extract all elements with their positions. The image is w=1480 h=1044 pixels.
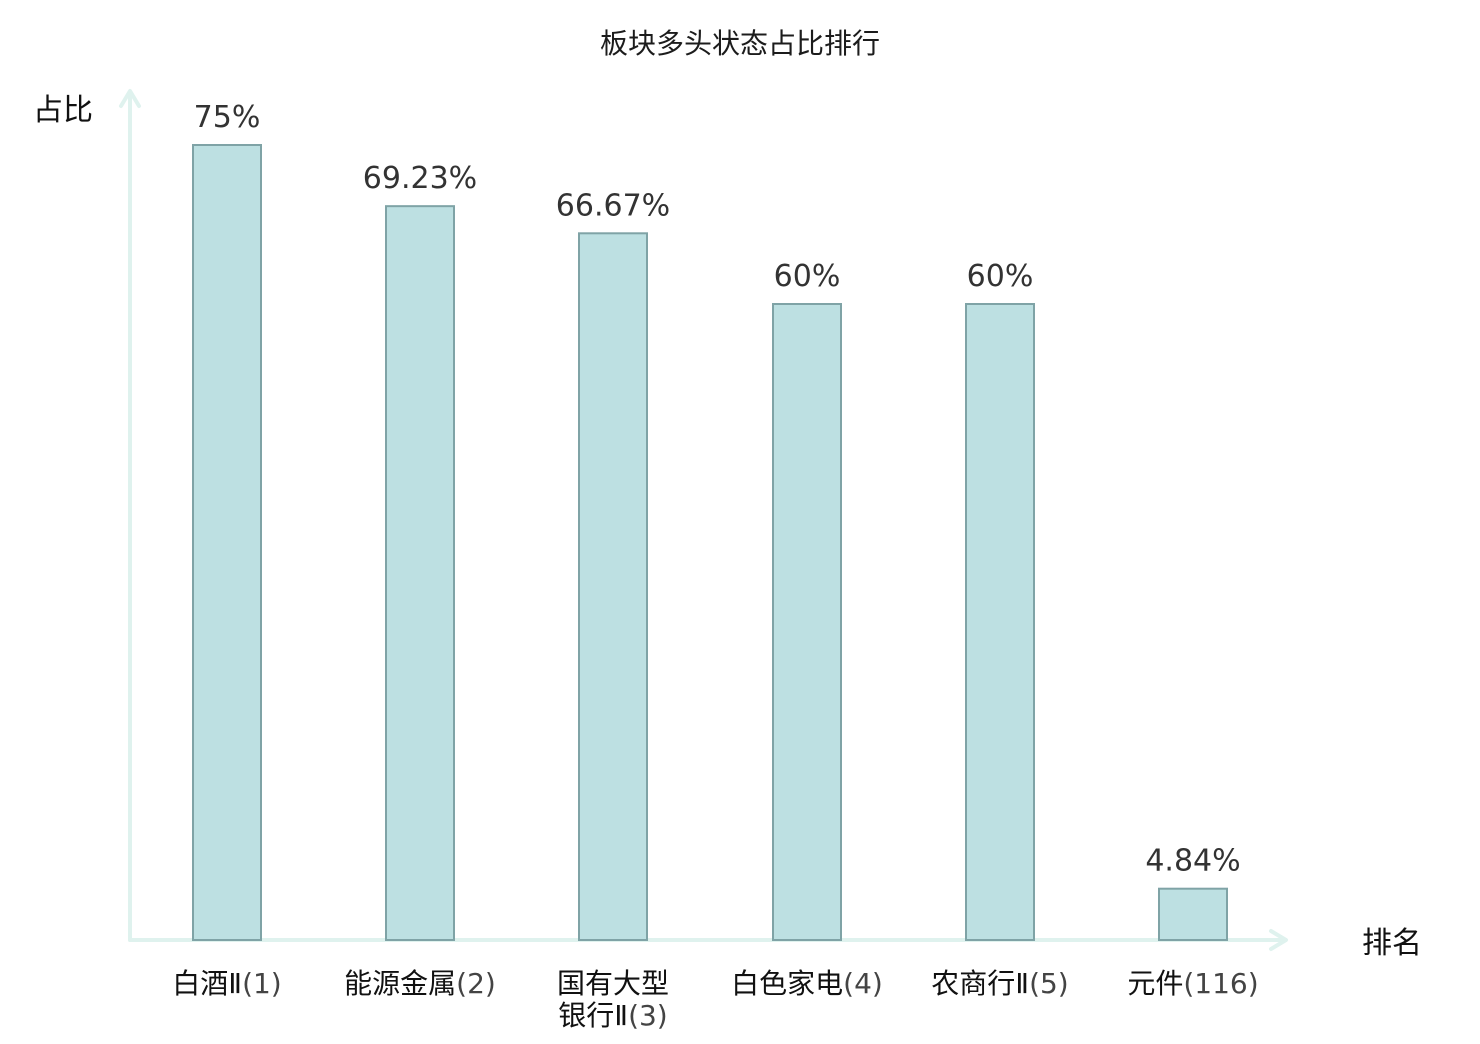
- bar-value-label: 60%: [774, 259, 841, 294]
- bar: [1158, 887, 1228, 941]
- bar: [772, 303, 842, 941]
- bar: [385, 205, 455, 942]
- x-tick-label: 元件(116): [1127, 967, 1258, 1000]
- bar-value-label: 75%: [194, 100, 261, 135]
- x-tick-label: 白酒Ⅱ(1): [172, 967, 281, 1000]
- x-tick-label-line: 白色家电: [731, 967, 843, 1000]
- x-tick-rank: (116): [1183, 967, 1258, 1000]
- x-axis: 排名: [128, 926, 1422, 961]
- bar: [192, 144, 262, 941]
- x-tick-label-line: 元件: [1127, 967, 1183, 1000]
- x-tick-rank: (5): [1029, 967, 1069, 1000]
- x-tick-label: 白色家电(4): [731, 967, 883, 1000]
- x-tick-label-line: 能源金属: [344, 967, 456, 1000]
- chart-title: 板块多头状态占比排行: [600, 27, 880, 60]
- x-tick-label-line: 白酒Ⅱ: [172, 967, 242, 1000]
- x-tick-label-line: 农商行Ⅱ: [931, 967, 1029, 1000]
- bar-value-label: 4.84%: [1145, 844, 1240, 879]
- x-tick-label: 能源金属(2): [344, 967, 496, 1000]
- x-axis-arrow-icon: [1269, 929, 1288, 951]
- value-labels-layer: 75% 69.23% 66.67% 60% 60% 4.84%: [194, 100, 1241, 879]
- x-tick-rank: (4): [843, 967, 883, 1000]
- x-tick-label-line: 银行Ⅱ: [558, 999, 628, 1032]
- bar-value-label: 66.67%: [556, 188, 670, 223]
- bars-layer: [192, 144, 1228, 942]
- x-tick-label: 国有大型银行Ⅱ(3): [557, 967, 669, 1032]
- y-axis: 占比: [33, 89, 141, 942]
- y-axis-label: 占比: [33, 93, 93, 128]
- category-labels-layer: 白酒Ⅱ(1) 能源金属(2) 国有大型银行Ⅱ(3)白色家电(4) 农商行Ⅱ(5) 元件(…: [172, 967, 1258, 1032]
- bar: [578, 232, 648, 942]
- x-axis-label: 排名: [1362, 926, 1422, 961]
- bar-value-label: 69.23%: [363, 161, 477, 196]
- x-tick-rank: (2): [456, 967, 496, 1000]
- bar-value-label: 60%: [967, 259, 1034, 294]
- x-tick-rank: (1): [242, 967, 282, 1000]
- x-tick-label: 农商行Ⅱ(5): [931, 967, 1068, 1000]
- x-tick-label-line: 国有大型: [557, 967, 669, 1000]
- y-axis-arrow-icon: [119, 89, 141, 108]
- x-tick-rank: (3): [628, 999, 668, 1032]
- bar: [965, 303, 1035, 941]
